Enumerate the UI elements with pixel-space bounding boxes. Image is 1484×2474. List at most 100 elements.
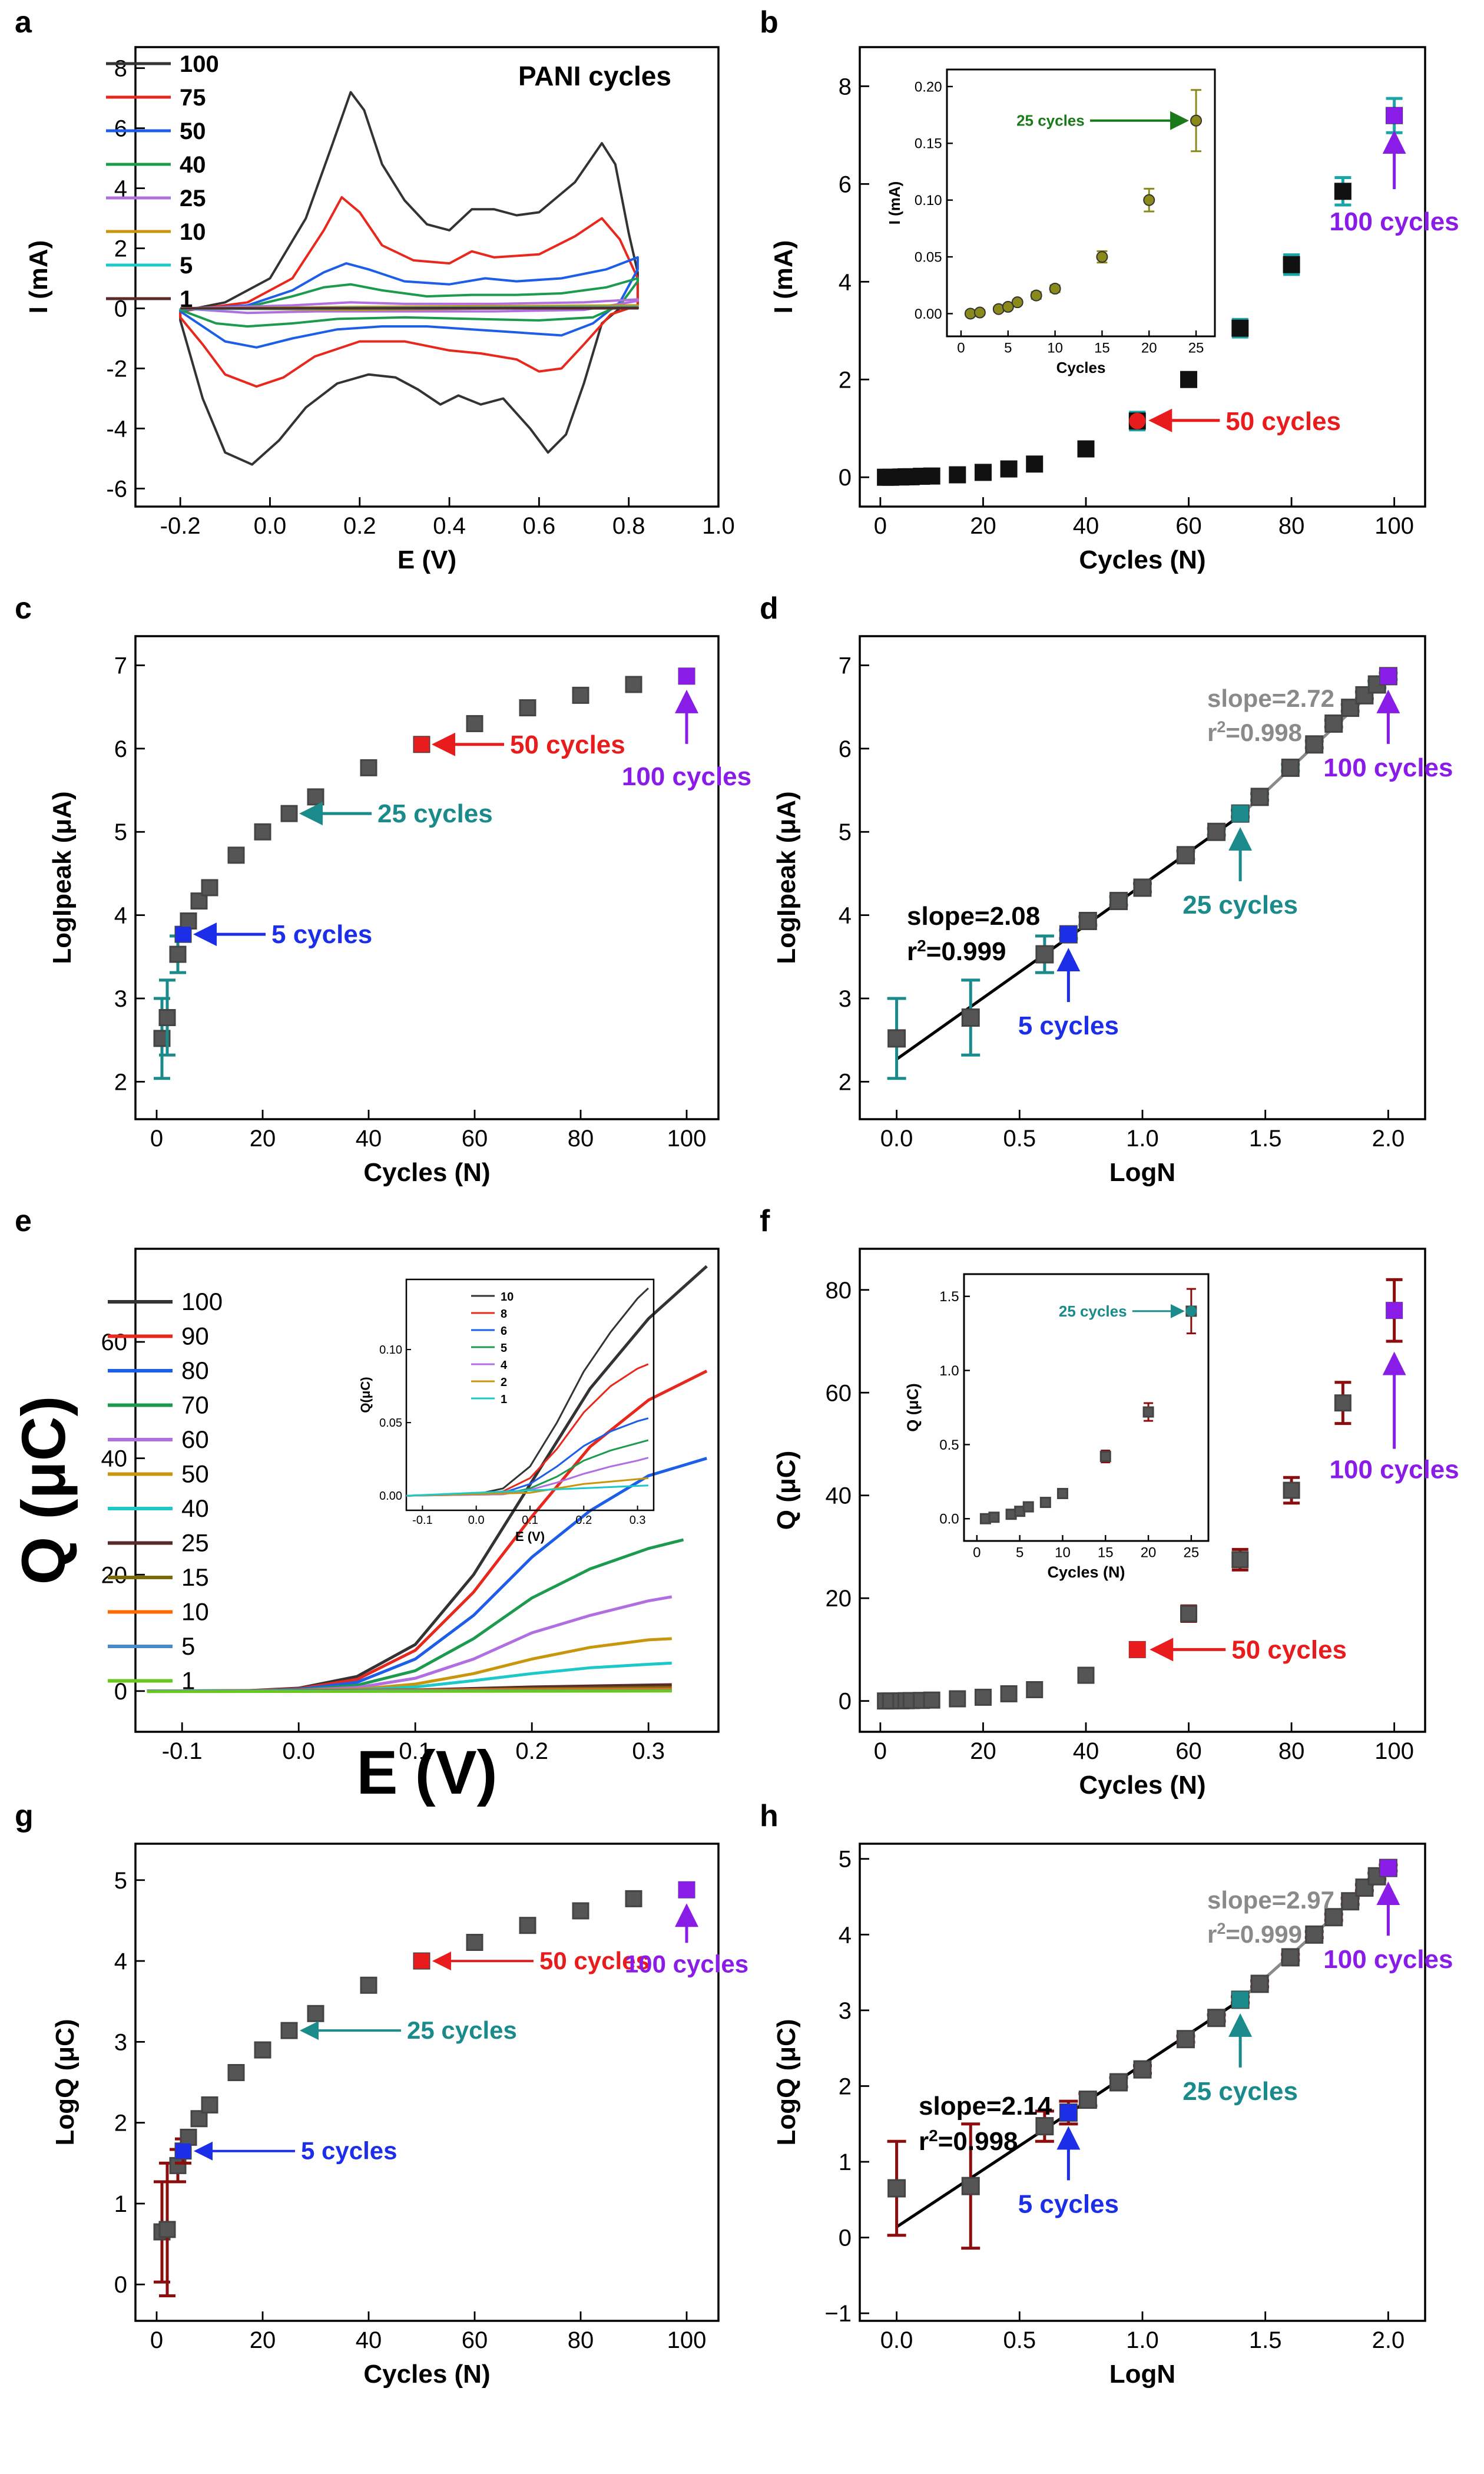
x-tick-label: 40 <box>1073 513 1099 539</box>
data-point <box>1077 440 1095 458</box>
x-tick-label: 1.0 <box>702 513 735 539</box>
x-tick-label: 2.0 <box>1372 1126 1405 1152</box>
annotation-label: 25 cycles <box>377 799 493 828</box>
highlight-point <box>1380 1860 1397 1877</box>
x-tick-label: 0.3 <box>632 1738 665 1764</box>
x-axis-title: LogN <box>1109 1158 1175 1187</box>
data-point <box>1341 699 1360 717</box>
data-point <box>1133 878 1152 897</box>
legend-label: 10 <box>181 1598 209 1626</box>
y-tick-label: 40 <box>101 1446 128 1472</box>
y-tick-label: 4 <box>839 269 852 295</box>
data-point <box>1022 1501 1034 1513</box>
x-tick-label: 0 <box>150 1126 163 1152</box>
annotation-label: 5 cycles <box>1018 1011 1119 1040</box>
r2-symbol: r <box>1207 1920 1217 1948</box>
x-tick-label: 60 <box>1175 1738 1202 1764</box>
data-point <box>190 2110 208 2128</box>
data-point <box>1231 319 1249 337</box>
data-point <box>974 1688 992 1706</box>
x-tick-label: 40 <box>1073 1738 1099 1764</box>
data-point <box>1011 296 1023 309</box>
x-tick-label: 0 <box>874 1738 887 1764</box>
data-point <box>519 699 536 717</box>
x-tick-label: 0.5 <box>1003 2327 1036 2353</box>
x-tick-label: 10 <box>1055 1545 1071 1561</box>
highlight-point <box>175 2143 191 2159</box>
panel-label: a <box>15 5 32 39</box>
y-tick-label: 3 <box>839 986 852 1012</box>
highlight-point <box>175 927 191 942</box>
data-point <box>254 823 271 841</box>
y-tick-label: 4 <box>114 176 127 202</box>
data-point <box>1334 183 1352 200</box>
r2-value: = <box>926 937 942 966</box>
x-tick-label: 20 <box>970 1738 996 1764</box>
legend-label: 25 <box>181 1529 209 1557</box>
annotation-label: 25 cycles <box>407 2016 517 2044</box>
y-tick-label: 0 <box>114 2272 127 2298</box>
x-tick-label: 40 <box>356 1126 382 1152</box>
y-axis-title: Q (μC) <box>904 1383 922 1432</box>
r2-exp: 2 <box>1217 1920 1225 1937</box>
y-tick-label: -6 <box>106 476 127 502</box>
x-axis-title: Cycles (N) <box>1079 1771 1205 1800</box>
r2-exp: 2 <box>917 937 926 955</box>
y-tick-label: 0 <box>114 1679 127 1705</box>
x-tick-label: 0.0 <box>468 1514 485 1527</box>
y-tick-label: 6 <box>114 116 127 142</box>
y-tick-label: 0.10 <box>915 193 942 209</box>
y-tick-label: 8 <box>839 74 852 100</box>
data-point <box>1176 2030 1195 2049</box>
highlight-point <box>1232 1991 1249 2008</box>
x-tick-label: 1.5 <box>1249 1126 1282 1152</box>
x-axis-title: Cycles (N) <box>363 2360 490 2389</box>
inset-curve-1 <box>406 1484 648 1497</box>
cv-curve-100 <box>179 91 639 466</box>
y-tick-label: -2 <box>106 356 127 382</box>
data-point <box>227 2064 245 2082</box>
y-tick-label: 4 <box>839 903 852 929</box>
y-tick-label: 0.5 <box>939 1437 959 1453</box>
y-axis-title: Q(μC) <box>358 1377 373 1413</box>
panel-d: d 0.0 0.5 1.0 1.5 2.0 2 3 4 5 6 7 LogN LogIpeak (μA) s… <box>760 591 1453 1187</box>
data-point <box>1035 2117 1054 2136</box>
data-point <box>158 1009 176 1027</box>
x-tick-label: 20 <box>1141 340 1157 356</box>
curves <box>179 91 639 466</box>
y-tick-label: 8 <box>114 56 127 82</box>
data-point <box>1035 945 1054 964</box>
y-axis-title: Q (μC) <box>9 1396 78 1585</box>
annotation-label: 100 cycles <box>1323 753 1453 782</box>
x-tick-label: 0.0 <box>880 2327 913 2353</box>
data-point <box>1207 822 1226 841</box>
data-point <box>1324 714 1343 733</box>
y-tick-label: 0 <box>839 2225 852 2251</box>
data-point <box>961 2177 980 2195</box>
annotation-label: 100 cycles <box>1323 1945 1453 1974</box>
y-tick-label: 20 <box>826 1586 852 1612</box>
annotation-label: 100 cycles <box>1330 207 1459 236</box>
data-point <box>1305 735 1324 754</box>
fit-slope-text: slope=2.14 <box>919 2092 1052 2121</box>
data-point <box>307 788 324 806</box>
highlight-point <box>1386 107 1403 124</box>
annotation-label: 100 cycles <box>1330 1456 1459 1484</box>
data-point <box>949 466 966 484</box>
r2-exp: 2 <box>929 2126 938 2145</box>
x-tick-label: 0.1 <box>399 1738 432 1764</box>
annotation-label: 25 cycles <box>1182 891 1298 920</box>
y-tick-label: 80 <box>826 1278 852 1304</box>
inset-f: 0 5 10 15 20 25 0.0 0.5 1.0 1.5 Cycles (N) Q (μC) 25… <box>904 1273 1210 1581</box>
charge-curve-1 <box>147 1689 672 1694</box>
panel-label: h <box>760 1799 779 1833</box>
annotation-label: 50 cycles <box>1225 407 1341 436</box>
y-axis-title: Q (μC) <box>772 1451 801 1530</box>
data-point <box>1142 1406 1154 1418</box>
charge-curve-80 <box>147 1457 707 1693</box>
data-point <box>1078 912 1097 931</box>
x-axis-title: E (V) <box>515 1529 545 1544</box>
data-point <box>1002 300 1014 313</box>
